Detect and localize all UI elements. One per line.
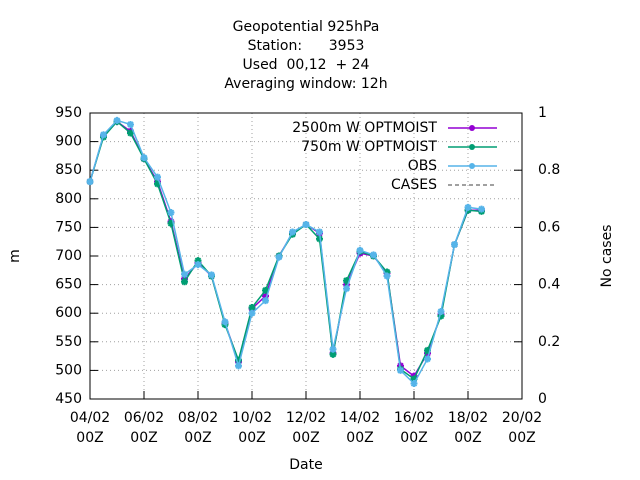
legend-label: CASES	[391, 177, 437, 193]
legend-marker	[469, 144, 475, 150]
point	[248, 303, 256, 311]
point	[167, 219, 175, 227]
point	[167, 209, 175, 217]
x-tick-label: 06/02 00Z	[123, 410, 165, 446]
point	[208, 271, 215, 279]
y-tick-label: 950	[55, 105, 82, 121]
x-tick-label: 12/02 00Z	[285, 410, 327, 446]
point	[410, 375, 418, 383]
point	[343, 285, 350, 293]
point	[235, 362, 242, 370]
point	[302, 221, 310, 229]
chart-title: Used 00,12 + 24	[243, 57, 370, 73]
point	[410, 380, 418, 388]
point	[397, 366, 404, 374]
point	[437, 307, 445, 315]
y2-tick-label: 0	[538, 391, 547, 407]
y-tick-label: 450	[55, 391, 82, 407]
point	[248, 309, 256, 317]
point	[127, 129, 134, 137]
point	[316, 235, 323, 243]
y-tick-label: 750	[55, 219, 82, 235]
point	[343, 277, 350, 285]
legend-label: 750m W OPTMOIST	[301, 139, 437, 155]
point	[464, 203, 472, 211]
point	[235, 356, 242, 364]
y-tick-label: 800	[55, 191, 82, 207]
y-tick-label: 500	[55, 362, 82, 378]
y2-tick-label: 0.8	[538, 162, 560, 178]
x-tick-label: 10/02 00Z	[231, 410, 273, 446]
point	[154, 173, 161, 181]
y-axis-label: m	[7, 249, 23, 263]
point	[262, 297, 269, 305]
y-tick-label: 600	[55, 305, 82, 321]
y-tick-label: 650	[55, 277, 82, 293]
point	[356, 246, 364, 254]
legend-marker	[469, 163, 475, 169]
series-line	[89, 119, 482, 385]
point	[478, 205, 485, 213]
chart-title: Geopotential 925hPa	[233, 19, 380, 35]
chart-title: Averaging window: 12h	[224, 76, 387, 92]
legend-label: OBS	[408, 158, 437, 174]
point	[181, 278, 188, 286]
point	[181, 270, 188, 278]
point	[100, 131, 107, 139]
point	[424, 346, 431, 354]
x-axis-label: Date	[289, 457, 322, 473]
point	[383, 272, 391, 280]
point	[127, 120, 134, 128]
point	[113, 116, 121, 124]
y2-tick-label: 0.2	[538, 334, 560, 350]
point	[289, 228, 296, 236]
y-tick-label: 900	[55, 134, 82, 150]
point	[221, 318, 229, 326]
point	[262, 286, 269, 294]
legend-marker	[469, 125, 475, 131]
x-tick-label: 14/02 00Z	[339, 410, 381, 446]
y2-axis-label: No cases	[599, 225, 615, 288]
chart-title: Station: 3953	[248, 38, 365, 54]
point	[383, 268, 391, 276]
x-tick-label: 20/02 00Z	[501, 410, 543, 446]
x-tick-label: 08/02 00Z	[177, 410, 219, 446]
x-tick-label: 18/02 00Z	[447, 410, 489, 446]
point	[194, 261, 202, 269]
point	[316, 228, 323, 236]
point	[370, 251, 377, 259]
y-tick-label: 550	[55, 334, 82, 350]
point	[275, 253, 283, 261]
y2-tick-label: 1	[538, 105, 547, 121]
point	[329, 350, 337, 358]
point	[424, 355, 431, 363]
plot-frame	[89, 112, 523, 400]
y2-tick-label: 0.6	[538, 219, 560, 235]
point	[194, 257, 202, 265]
y-tick-label: 700	[55, 248, 82, 264]
point	[329, 345, 337, 353]
point	[262, 292, 269, 300]
legend-label: 2500m W OPTMOIST	[292, 120, 437, 136]
point	[437, 312, 445, 320]
y2-tick-label: 0.4	[538, 277, 560, 293]
x-tick-label: 04/02 00Z	[69, 410, 111, 446]
point	[154, 180, 161, 188]
x-tick-label: 16/02 00Z	[393, 410, 435, 446]
point	[86, 178, 94, 186]
point	[140, 154, 148, 162]
y-tick-label: 850	[55, 162, 82, 178]
point	[451, 241, 458, 249]
